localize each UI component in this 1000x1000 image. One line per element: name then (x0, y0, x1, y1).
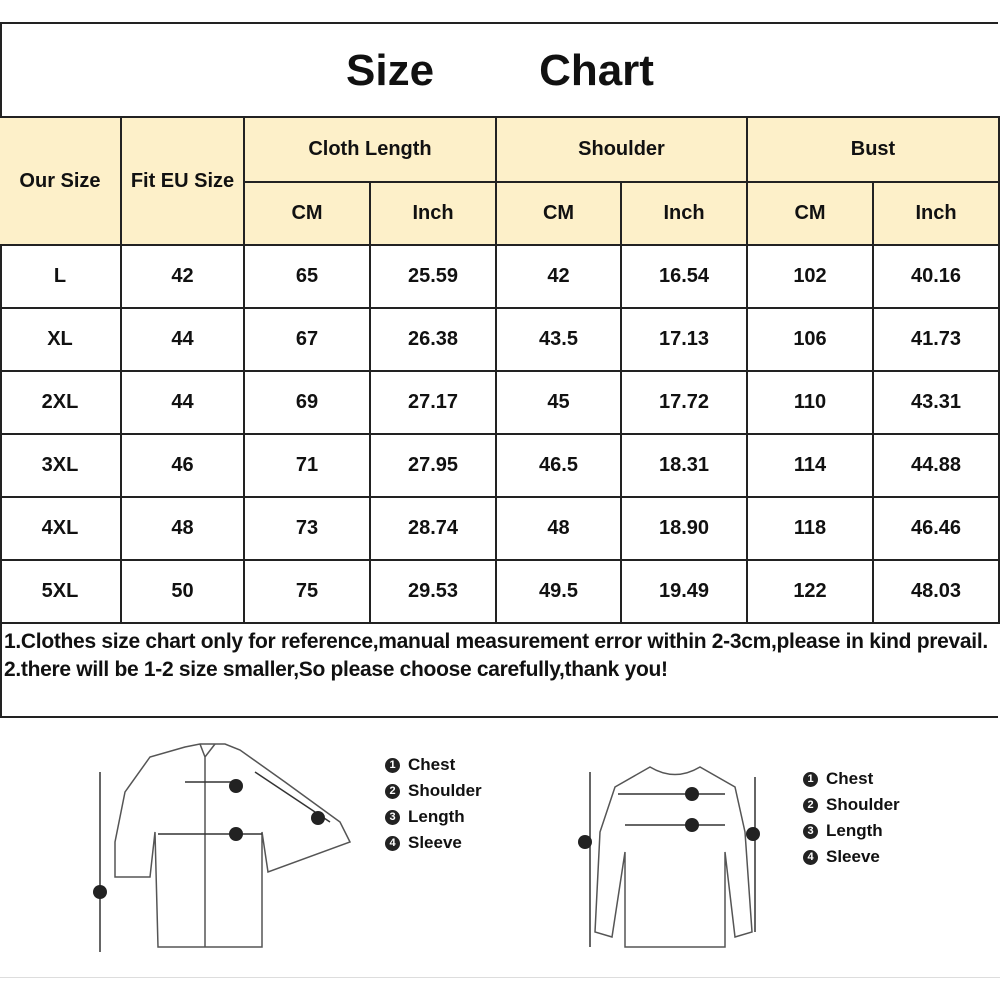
table-cell: 25.59 (371, 246, 497, 309)
title-word-chart: Chart (539, 46, 654, 95)
shirt-drawing (99, 743, 352, 952)
table-cell: L (0, 246, 122, 309)
table-cell: 4XL (0, 498, 122, 561)
table-cell: 102 (748, 246, 874, 309)
table-cell: 75 (245, 561, 371, 624)
header-unit: CM (245, 183, 371, 246)
table-cell: 44 (122, 372, 245, 435)
table-cell: 19.49 (622, 561, 748, 624)
number-badge-icon: 1 (803, 771, 818, 787)
table-cell: 3XL (0, 435, 122, 498)
table-cell: 18.31 (622, 435, 748, 498)
number-badge-icon: 4 (385, 835, 400, 851)
table-cell: 46.46 (874, 498, 1000, 561)
notes: 1.Clothes size chart only for reference,… (4, 628, 994, 684)
table-cell: 48 (497, 498, 622, 561)
header-group: Shoulder (497, 118, 748, 183)
table-cell: XL (0, 309, 122, 372)
number-badge-icon: 3 (803, 823, 818, 839)
table-cell: 73 (245, 498, 371, 561)
table-cell: 17.13 (622, 309, 748, 372)
header-unit: Inch (371, 183, 497, 246)
table-cell: 2XL (0, 372, 122, 435)
table-cell: 27.95 (371, 435, 497, 498)
header-fit-eu-size: Fit EU Size (122, 118, 245, 246)
legend-item: 3 Length (803, 818, 900, 844)
sweater-legend: 1 Chest 2 Shoulder 3 Length 4 Sleeve (803, 766, 900, 870)
header-unit: Inch (622, 183, 748, 246)
header-group: Cloth Length (245, 118, 497, 183)
table-cell: 17.72 (622, 372, 748, 435)
note-1: 1.Clothes size chart only for reference,… (4, 630, 988, 653)
garment-illustrations (93, 743, 760, 952)
legend-item: 1 Chest (385, 752, 482, 778)
table-cell: 50 (122, 561, 245, 624)
number-badge-icon: 3 (385, 809, 400, 825)
legend-label: Shoulder (408, 781, 482, 800)
table-cell: 5XL (0, 561, 122, 624)
table-cell: 40.16 (874, 246, 1000, 309)
table-cell: 45 (497, 372, 622, 435)
legend-item: 1 Chest (803, 766, 900, 792)
table-cell: 67 (245, 309, 371, 372)
legend-label: Sleeve (826, 847, 880, 866)
table-cell: 114 (748, 435, 874, 498)
legend-label: Shoulder (826, 795, 900, 814)
table-cell: 27.17 (371, 372, 497, 435)
table-cell: 122 (748, 561, 874, 624)
header-group: Bust (748, 118, 1000, 183)
divider (0, 116, 1000, 118)
table-cell: 110 (748, 372, 874, 435)
table-cell: 71 (245, 435, 371, 498)
table-cell: 48 (122, 498, 245, 561)
page-title: Size Chart (0, 24, 1000, 118)
legend-item: 2 Shoulder (803, 792, 900, 818)
header-unit: Inch (874, 183, 1000, 246)
legend-item: 4 Sleeve (385, 830, 482, 856)
table-cell: 43.31 (874, 372, 1000, 435)
title-word-size: Size (346, 46, 435, 95)
table-cell: 106 (748, 309, 874, 372)
table-cell: 46 (122, 435, 245, 498)
table-cell: 65 (245, 246, 371, 309)
table-cell: 69 (245, 372, 371, 435)
table-cell: 16.54 (622, 246, 748, 309)
header-our-size: Our Size (0, 118, 122, 246)
legend-label: Chest (826, 769, 874, 788)
legend-label: Length (408, 807, 465, 826)
shirt-legend: 1 Chest 2 Shoulder 3 Length 4 Sleeve (385, 752, 482, 856)
table-cell: 41.73 (874, 309, 1000, 372)
number-badge-icon: 1 (385, 757, 400, 773)
table-cell: 28.74 (371, 498, 497, 561)
table-cell: 44.88 (874, 435, 1000, 498)
legend-item: 4 Sleeve (803, 844, 900, 870)
table-cell: 26.38 (371, 309, 497, 372)
number-badge-icon: 2 (385, 783, 400, 799)
legend-item: 2 Shoulder (385, 778, 482, 804)
table-cell: 43.5 (497, 309, 622, 372)
measurement-diagram: 1 Chest 2 Shoulder 3 Length 4 Sleeve 1 Chest 2 Sho… (0, 722, 1000, 978)
table-cell: 42 (497, 246, 622, 309)
table-cell: 29.53 (371, 561, 497, 624)
table-cell: 42 (122, 246, 245, 309)
table-cell: 49.5 (497, 561, 622, 624)
table-cell: 46.5 (497, 435, 622, 498)
number-badge-icon: 2 (803, 797, 818, 813)
legend-item: 3 Length (385, 804, 482, 830)
legend-label: Sleeve (408, 833, 462, 852)
legend-label: Chest (408, 755, 456, 774)
table-cell: 44 (122, 309, 245, 372)
header-unit: CM (748, 183, 874, 246)
sweater-drawing (589, 766, 756, 948)
table-cell: 118 (748, 498, 874, 561)
marker-numbers (93, 779, 760, 899)
header-unit: CM (497, 183, 622, 246)
table-cell: 18.90 (622, 498, 748, 561)
table-cell: 48.03 (874, 561, 1000, 624)
number-badge-icon: 4 (803, 849, 818, 865)
legend-label: Length (826, 821, 883, 840)
note-2: 2.there will be 1-2 size smaller,So plea… (4, 658, 668, 681)
